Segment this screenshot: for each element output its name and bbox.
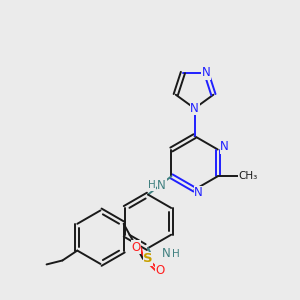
Text: H: H	[148, 180, 156, 190]
Text: CH₃: CH₃	[239, 171, 258, 181]
Text: N: N	[220, 140, 229, 153]
Text: H: H	[172, 248, 180, 259]
Text: N: N	[190, 102, 199, 115]
Text: N: N	[194, 186, 203, 199]
Text: O: O	[131, 241, 141, 254]
Text: N: N	[157, 179, 166, 192]
Text: N: N	[161, 247, 170, 260]
Text: N: N	[202, 66, 211, 79]
Text: S: S	[143, 253, 153, 266]
Text: O: O	[155, 264, 164, 278]
